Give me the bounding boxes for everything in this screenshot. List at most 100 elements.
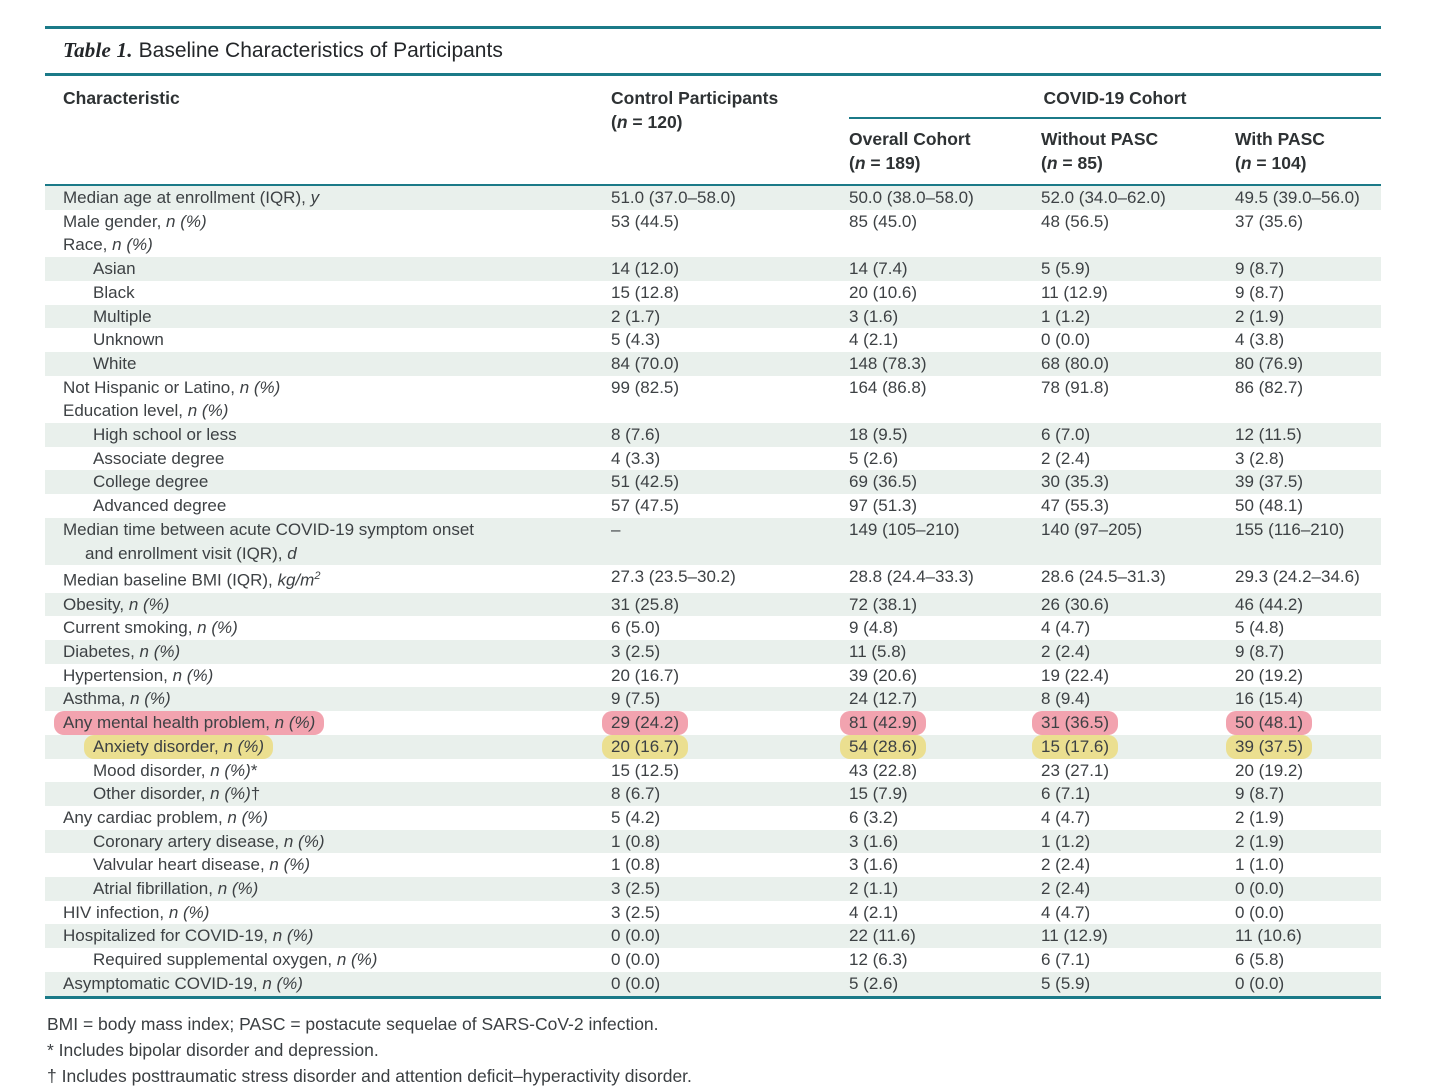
cell-value: 11 (12.9) [1041, 282, 1108, 302]
row-label: College degree [93, 472, 209, 492]
cell-value [611, 233, 849, 257]
footnote-line: BMI = body mass index; PASC = postacute … [47, 1013, 659, 1034]
table-row: Median time between acute COVID-19 sympt… [45, 517, 1381, 566]
row-label: Race, n (%) [63, 235, 153, 255]
cell-value: 6 (5.0) [611, 618, 661, 638]
cell-value: 97 (51.3) [849, 496, 918, 516]
top-rule [45, 26, 1381, 29]
cell-value: 28.8 (24.4–33.3) [849, 567, 974, 587]
cell-value: 28.6 (24.5–31.3) [1041, 567, 1166, 587]
table-row: High school or less 8 (7.6) 18 (9.5) 6 (7.0… [45, 423, 1381, 447]
row-label: Black [93, 282, 135, 302]
cell-value: 4 (2.1) [849, 902, 899, 922]
cell-value: 2 (1.9) [1235, 831, 1285, 851]
cell-value: 46 (44.2) [1235, 594, 1304, 614]
row-label: White [93, 353, 137, 373]
table-row: Other disorder, n (%)† 8 (6.7) 15 (7.9) 6 (… [45, 782, 1381, 806]
cell-value: 81 (42.9) [840, 711, 1041, 735]
cell-value [1235, 399, 1381, 423]
cell-value: 0 (0.0) [1235, 973, 1285, 993]
row-label: Any cardiac problem, n (%) [63, 807, 269, 827]
cell-value [1041, 233, 1235, 257]
highlight-pill: Any mental health problem, n (%) [54, 711, 325, 735]
cell-value: 2 (1.1) [849, 879, 899, 899]
cell-value: 14 (12.0) [611, 259, 680, 279]
cell-value: – [611, 519, 621, 539]
covid-cohort-group-header: COVID-19 Cohort [1043, 88, 1187, 108]
cell-value: 54 (28.6) [840, 734, 1041, 759]
cell-value: 2 (1.7) [611, 306, 661, 326]
footnote-line: * Includes bipolar disorder and depressi… [47, 1039, 379, 1060]
column-header-row: Characteristic Control Participants (n =… [45, 76, 1381, 175]
cell-value: 27.3 (23.5–30.2) [611, 567, 736, 587]
cell-value: 0 (0.0) [611, 973, 661, 993]
table-row: Associate degree 4 (3.3) 5 (2.6) 2 (2.4) 3 (… [45, 447, 1381, 471]
overall-cohort-column-header: Overall Cohort (n = 189) [849, 127, 1041, 175]
header-bottom-rule [45, 184, 1381, 186]
overall-cohort-title: Overall Cohort [849, 129, 971, 149]
row-label: Unknown [93, 330, 164, 350]
cell-value: 39 (37.5) [1226, 734, 1381, 759]
cell-value: 84 (70.0) [611, 353, 680, 373]
cell-value: 23 (27.1) [1041, 760, 1110, 780]
cell-value [1235, 233, 1381, 257]
cell-value: 18 (9.5) [849, 425, 908, 445]
cell-value: 69 (36.5) [849, 472, 918, 492]
row-label: Required supplemental oxygen, n (%) [93, 950, 378, 970]
cell-value: 68 (80.0) [1041, 353, 1110, 373]
row-label: Not Hispanic or Latino, n (%) [63, 377, 281, 397]
cell-value: 0 (0.0) [611, 950, 661, 970]
cell-value: 0 (0.0) [1235, 879, 1285, 899]
cell-value: 49.5 (39.0–56.0) [1235, 188, 1360, 207]
cell-value: 2 (2.4) [1041, 879, 1091, 899]
cell-value: 4 (4.7) [1041, 618, 1091, 638]
control-header-title: Control Participants [611, 88, 779, 108]
cell-value: 1 (1.2) [1041, 831, 1091, 851]
cell-value: 86 (82.7) [1235, 377, 1304, 397]
highlight-pill: 39 (37.5) [1226, 734, 1313, 759]
cell-value: 12 (11.5) [1235, 425, 1302, 445]
row-label: Multiple [93, 306, 152, 326]
row-label: Obesity, n (%) [63, 594, 170, 614]
cell-value: 11 (10.6) [1235, 926, 1302, 946]
table-row: Asthma, n (%) 9 (7.5) 24 (12.7) 8 (9.4) 16 (… [45, 687, 1381, 712]
control-column-header: Control Participants (n = 120) [611, 86, 849, 175]
cell-value [849, 399, 1041, 423]
cell-value: 52.0 (34.0–62.0) [1041, 188, 1166, 207]
row-label: Atrial fibrillation, n (%) [93, 879, 259, 899]
cell-value: 1 (1.2) [1041, 306, 1091, 326]
cell-value: 31 (36.5) [1032, 711, 1235, 735]
table-row: Black 15 (12.8) 20 (10.6) 11 (12.9) 9 (8.7) [45, 281, 1381, 305]
table-row: Hospitalized for COVID-19, n (%) 0 (0.0) 2… [45, 924, 1381, 949]
cell-value: 29 (24.2) [602, 711, 849, 735]
cell-value: 51.0 (37.0–58.0) [611, 188, 736, 207]
cell-value: 0 (0.0) [1041, 330, 1091, 350]
table-row: Asymptomatic COVID-19, n (%) 0 (0.0) 5 (2.… [45, 971, 1381, 996]
cell-value: 6 (3.2) [849, 807, 899, 827]
cell-value: 3 (1.6) [849, 831, 899, 851]
cell-value: 9 (8.7) [1235, 642, 1285, 662]
cell-value: 2 (2.4) [1041, 448, 1091, 468]
cell-value: 8 (7.6) [611, 425, 661, 445]
cell-value: 6 (7.1) [1041, 784, 1091, 804]
title-bottom-rule [45, 73, 1381, 76]
cell-value: 5 (5.9) [1041, 973, 1091, 993]
cell-value: 164 (86.8) [849, 377, 927, 397]
table-row: Required supplemental oxygen, n (%) 0 (0.… [45, 948, 1381, 972]
row-label: Current smoking, n (%) [63, 618, 238, 638]
cell-value: 3 (1.6) [849, 855, 899, 875]
cell-value: 39 (20.6) [849, 665, 918, 685]
row-label: HIV infection, n (%) [63, 902, 210, 922]
cell-value: 26 (30.6) [1041, 594, 1110, 614]
row-label: Median baseline BMI (IQR), kg/m2 [63, 570, 321, 590]
row-label: Diabetes, n (%) [63, 642, 181, 662]
row-label: Any mental health problem, n (%) [45, 711, 611, 735]
highlight-pill: 20 (16.7) [602, 734, 689, 759]
row-label: High school or less [93, 425, 237, 445]
cell-value: 30 (35.3) [1041, 472, 1110, 492]
table-row: Asian 14 (12.0) 14 (7.4) 5 (5.9) 9 (8.7) [45, 257, 1381, 281]
cell-value: 3 (2.5) [611, 642, 661, 662]
cell-value: 39 (37.5) [1235, 472, 1304, 492]
table-number-label: Table 1. [63, 38, 133, 62]
footnotes: BMI = body mass index; PASC = postacute … [45, 999, 1381, 1089]
